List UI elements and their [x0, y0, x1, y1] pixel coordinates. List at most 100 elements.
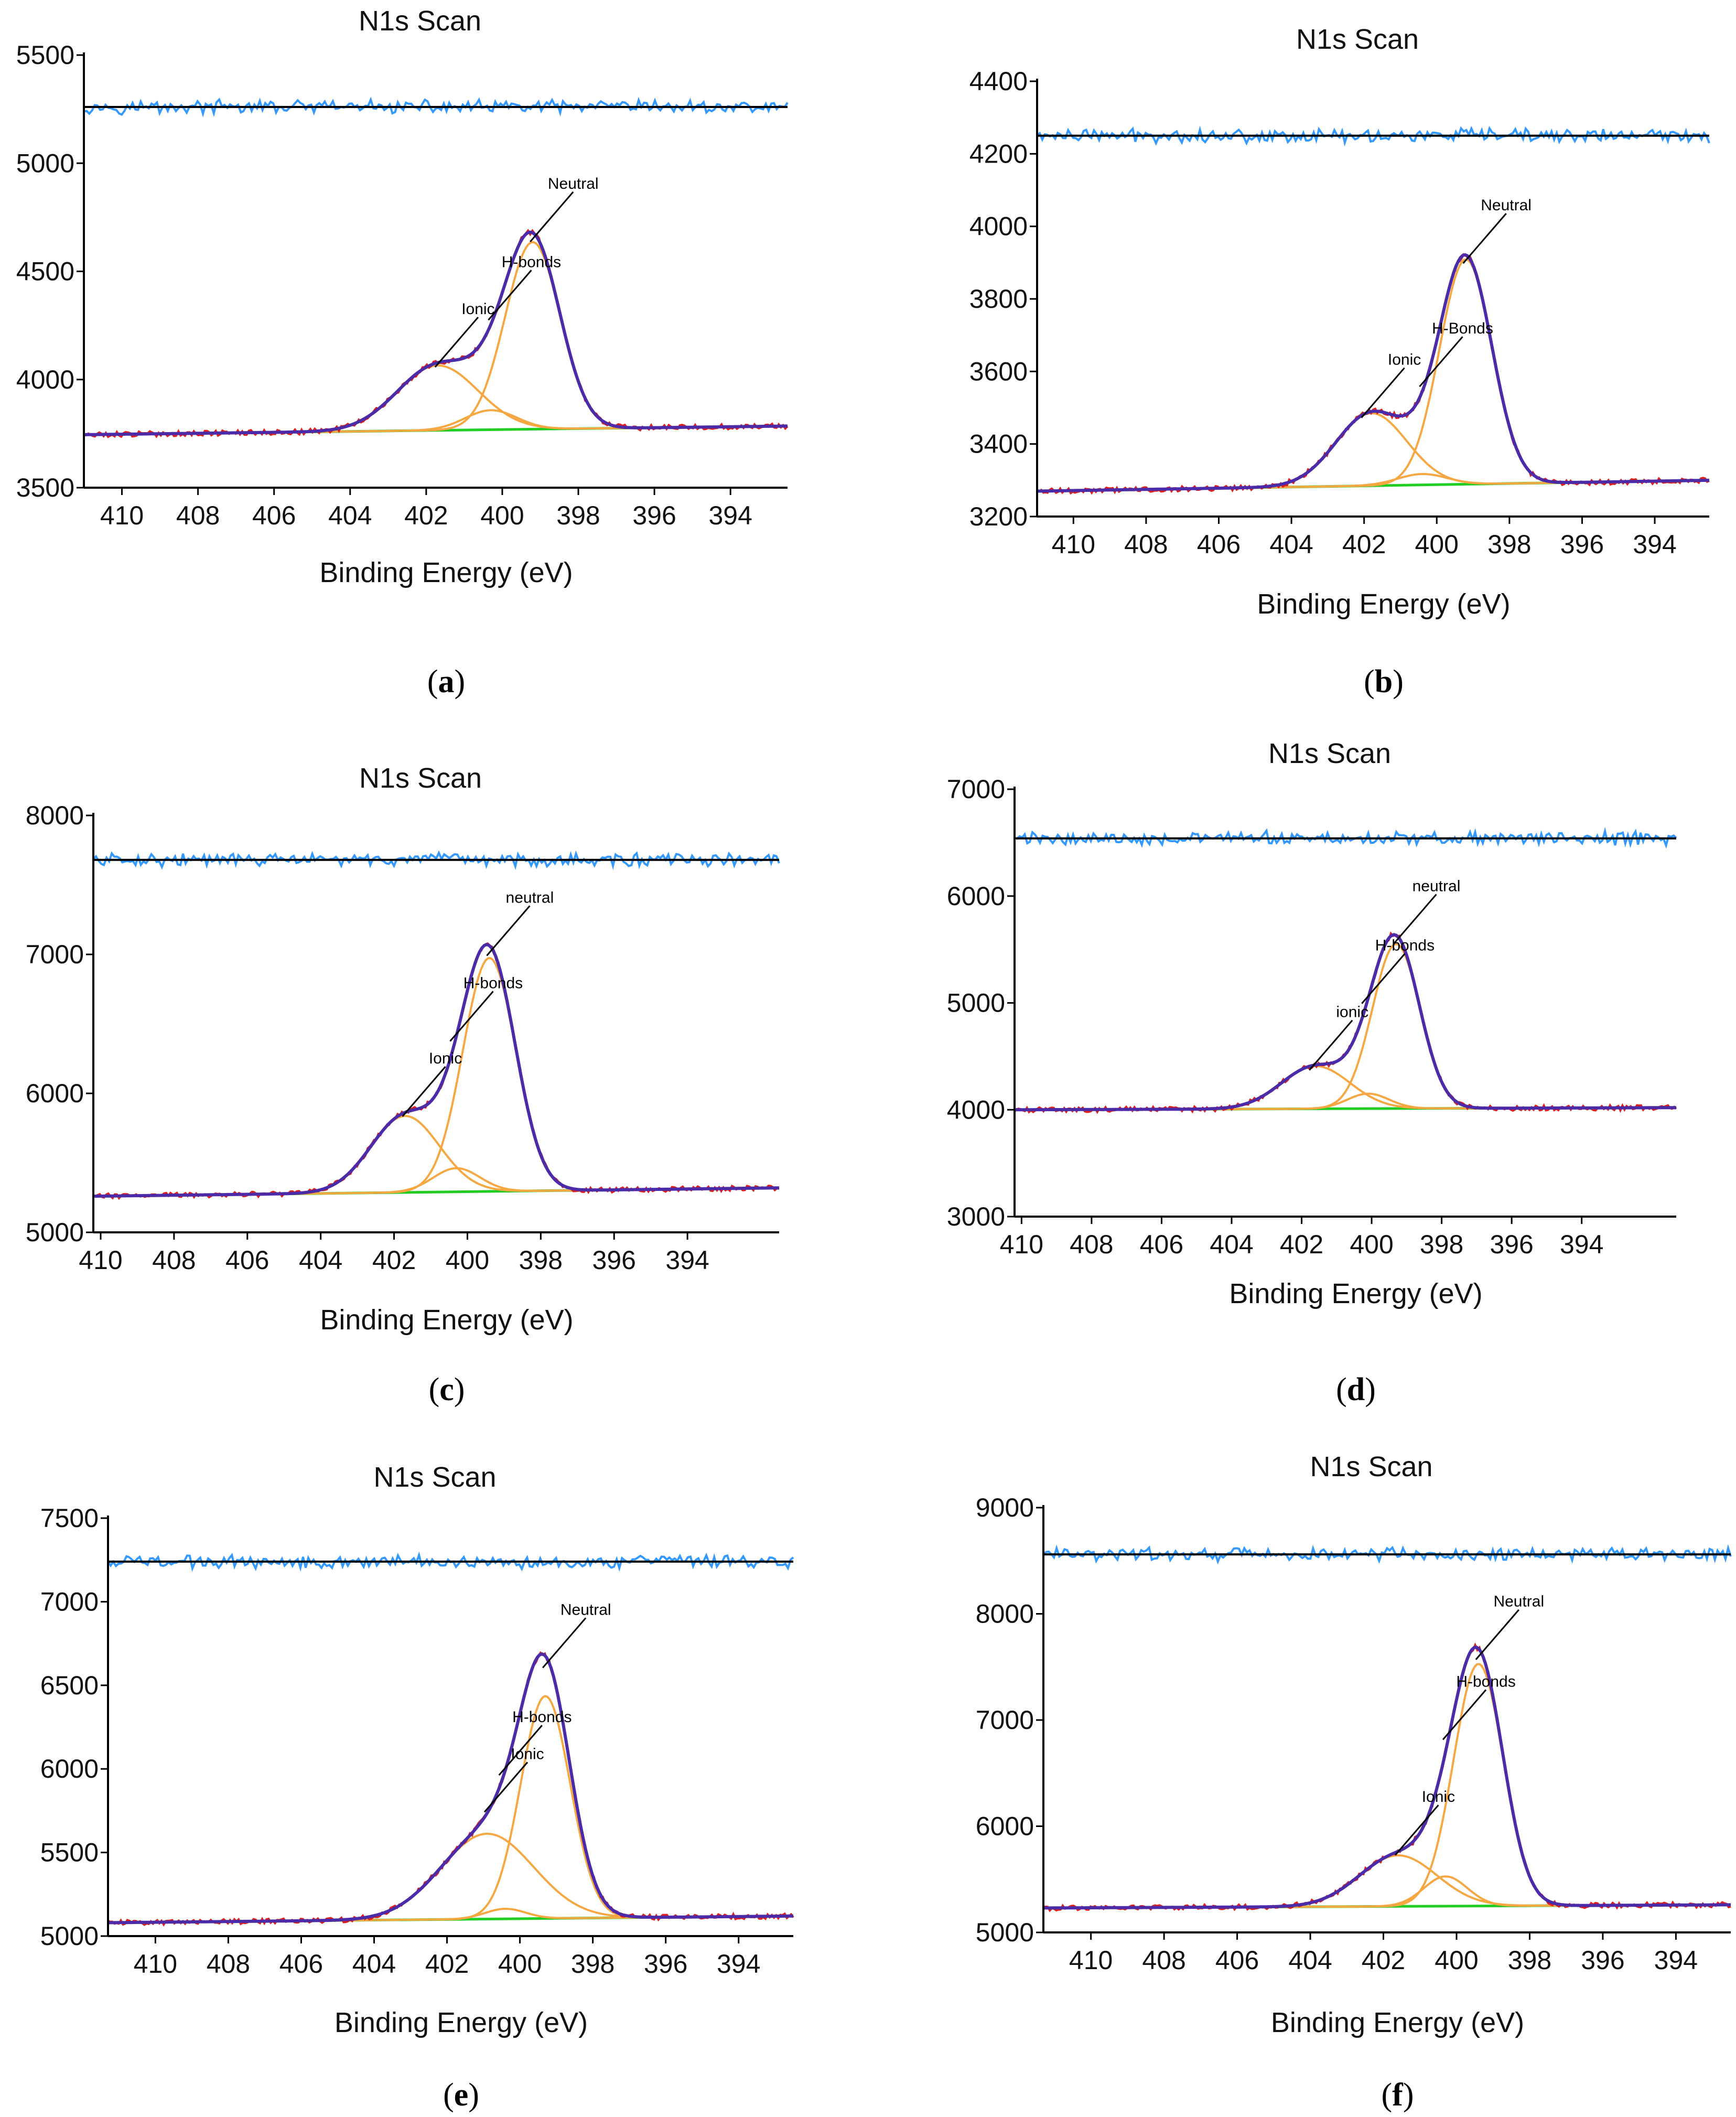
- x-tick-label: 396: [1490, 1230, 1533, 1259]
- x-tick-label: 402: [404, 501, 448, 530]
- peak-label-leader: [1361, 953, 1406, 1004]
- panel-d: N1s Scan neutral H-bonds ionic 3000 4000 5000 6…: [947, 738, 1677, 1407]
- y-tick-label: 9000: [976, 1493, 1034, 1522]
- residual-trace: [1042, 1544, 1732, 1565]
- y-tick-label: 4000: [16, 365, 74, 394]
- x-tick-label: 394: [1633, 530, 1676, 559]
- x-tick-label: 404: [328, 501, 372, 530]
- y-tick-label: 3200: [969, 502, 1028, 531]
- panel-caption-letter: a: [438, 664, 455, 700]
- panel-caption: (a): [427, 664, 465, 700]
- panel-caption: (c): [429, 1372, 465, 1407]
- x-tick-label: 406: [1140, 1230, 1183, 1259]
- y-tick-label: 5000: [40, 1921, 99, 1951]
- x-tick-label: 400: [446, 1245, 489, 1275]
- y-tick-label: 8000: [976, 1599, 1034, 1629]
- y-tick-label: 7000: [26, 940, 84, 969]
- panel-b: N1s Scan Neutral H-Bonds Ionic 3200 3400 3600 3…: [969, 24, 1710, 700]
- y-tick-label: 6000: [26, 1079, 84, 1108]
- y-tick-label: 5000: [16, 148, 74, 178]
- x-tick-label: 408: [1124, 530, 1168, 559]
- peak-label-h-bonds: H-bonds: [502, 253, 561, 271]
- panel-caption-letter: c: [439, 1372, 454, 1407]
- x-tick-label: 408: [152, 1245, 196, 1275]
- panel-caption: (f): [1382, 2077, 1414, 2113]
- x-tick-label: 400: [1415, 530, 1459, 559]
- y-tick-label: 6500: [40, 1671, 99, 1700]
- fit-envelope-trace: [84, 230, 788, 436]
- y-tick-label: 3400: [969, 429, 1028, 459]
- peak-label-leader: [486, 905, 531, 957]
- x-tick-label: 398: [519, 1245, 563, 1275]
- fit-envelope-trace: [1014, 933, 1676, 1112]
- fit-envelope-trace: [93, 943, 780, 1198]
- x-tick-label: 396: [632, 501, 676, 530]
- x-tick-label: 402: [1280, 1230, 1323, 1259]
- y-tick-label: 5500: [16, 40, 74, 70]
- x-tick-label: 396: [644, 1949, 687, 1979]
- y-tick-label: 4000: [947, 1095, 1005, 1124]
- panel-caption: (e): [443, 2077, 479, 2113]
- x-tick-label: 406: [252, 501, 296, 530]
- y-tick-label: 6000: [976, 1812, 1034, 1841]
- x-tick-label: 402: [372, 1245, 416, 1275]
- x-tick-label: 410: [79, 1245, 122, 1275]
- y-tick-label: 4000: [969, 212, 1028, 241]
- y-tick-label: 3500: [16, 473, 74, 502]
- x-tick-label: 402: [1342, 530, 1386, 559]
- y-tick-label: 7500: [40, 1503, 99, 1533]
- peak-label-neutral: neutral: [506, 889, 554, 906]
- peak-label-leader: [1419, 336, 1463, 388]
- peak-label-leader: [1395, 1804, 1439, 1856]
- x-tick-label: 410: [1000, 1230, 1043, 1259]
- peak-label-neutral: Neutral: [560, 1601, 611, 1618]
- panel-title: N1s Scan: [373, 1462, 496, 1493]
- panel-a: N1s Scan Neutral H-bonds Ionic 3500 4000 4500 5…: [16, 5, 789, 700]
- x-tick-label: 400: [498, 1949, 542, 1979]
- y-tick-label: 6000: [40, 1754, 99, 1783]
- x-tick-label: 398: [1487, 530, 1531, 559]
- x-tick-label: 398: [1420, 1230, 1463, 1259]
- x-tick-label: 394: [708, 501, 752, 530]
- x-tick-label: 394: [665, 1245, 709, 1275]
- peak-label-ionic: Ionic: [511, 1745, 544, 1763]
- peak-label-leader: [1462, 213, 1507, 264]
- x-tick-label: 408: [176, 501, 220, 530]
- y-tick-label: 4400: [969, 67, 1028, 96]
- residual-trace: [1014, 827, 1677, 849]
- panel-caption: (b): [1364, 664, 1404, 700]
- panel-title: N1s Scan: [359, 762, 482, 794]
- peak-label-ionic: Ionic: [1388, 351, 1421, 369]
- x-axis-label: Binding Energy (eV): [1229, 1278, 1482, 1309]
- peak-label-leader: [402, 1066, 446, 1117]
- peak-label-leader: [434, 316, 479, 368]
- x-tick-label: 404: [1269, 530, 1313, 559]
- x-tick-label: 396: [1560, 530, 1604, 559]
- y-tick-label: 5500: [40, 1838, 99, 1867]
- y-tick-label: 3600: [969, 357, 1028, 386]
- x-axis-label: Binding Energy (eV): [320, 1304, 573, 1336]
- peak-label-ionic: Ionic: [429, 1050, 462, 1067]
- peak-label-leader: [449, 991, 494, 1042]
- peak-label-h-bonds: H-bonds: [512, 1708, 572, 1726]
- panel-title: N1s Scan: [1296, 24, 1419, 55]
- peak-label-h-bonds: H-bonds: [463, 975, 523, 992]
- y-tick-label: 3000: [947, 1202, 1005, 1231]
- x-tick-label: 410: [1052, 530, 1095, 559]
- y-tick-label: 8000: [26, 801, 84, 830]
- y-tick-label: 7000: [976, 1705, 1034, 1735]
- y-tick-label: 5000: [26, 1218, 84, 1247]
- x-axis-label: Binding Energy (eV): [335, 2007, 588, 2038]
- x-axis-label: Binding Energy (eV): [319, 557, 573, 588]
- x-tick-label: 400: [1435, 1946, 1478, 1975]
- peak-label-leader: [1475, 1609, 1519, 1660]
- x-tick-label: 404: [352, 1949, 396, 1979]
- peak-label-leader: [542, 1617, 587, 1669]
- peak-label-h-bonds: H-Bonds: [1432, 320, 1493, 337]
- y-tick-label: 4500: [16, 257, 74, 286]
- panel-caption-letter: d: [1347, 1372, 1365, 1407]
- x-tick-label: 404: [1210, 1230, 1253, 1259]
- x-tick-label: 406: [1215, 1946, 1259, 1975]
- peak-label-ionic: Ionic: [461, 300, 494, 318]
- peak-label-ionic: ionic: [1336, 1004, 1368, 1021]
